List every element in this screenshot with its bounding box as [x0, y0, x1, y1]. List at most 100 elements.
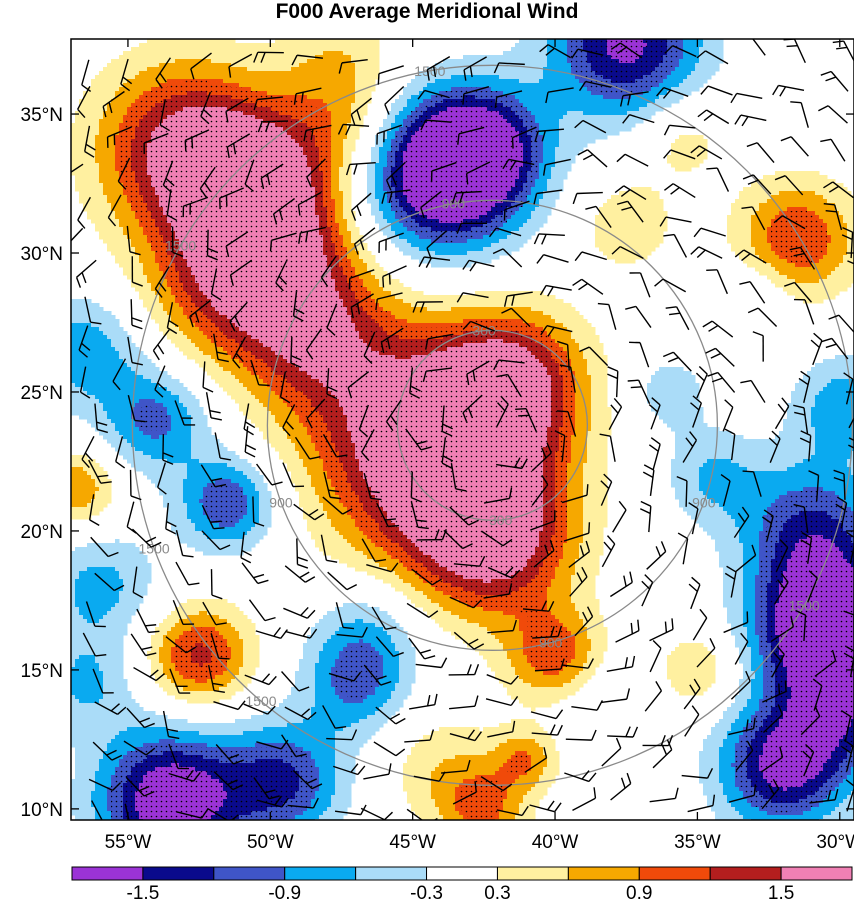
shading-band	[223, 79, 356, 84]
shading-band	[71, 591, 76, 596]
shading-band	[747, 703, 760, 708]
significance-stipple	[643, 75, 664, 80]
significance-stipple	[763, 703, 776, 708]
shading-band	[571, 643, 576, 648]
significance-stipple	[159, 199, 316, 204]
significance-stipple	[343, 651, 376, 656]
significance-stipple	[563, 399, 576, 404]
significance-stipple	[527, 631, 568, 636]
shading-band	[575, 383, 592, 388]
shading-band	[583, 619, 604, 624]
significance-stipple	[607, 47, 644, 52]
shading-band	[175, 683, 228, 688]
shading-band	[383, 139, 392, 144]
significance-stipple	[435, 559, 528, 564]
shading-band	[111, 343, 136, 348]
significance-stipple	[791, 515, 832, 520]
significance-stipple	[767, 595, 780, 600]
significance-stipple	[155, 223, 172, 228]
significance-stipple	[227, 315, 352, 320]
shading-band	[727, 611, 744, 616]
shading-band	[239, 519, 260, 524]
shading-band	[431, 787, 456, 792]
shading-band	[431, 263, 472, 268]
shading-band	[583, 487, 608, 492]
shading-band	[403, 771, 432, 776]
shading-band	[371, 687, 376, 692]
shading-band	[763, 691, 768, 696]
shading-band	[651, 87, 672, 92]
shading-band	[411, 95, 432, 100]
significance-stipple	[123, 183, 140, 188]
shading-band	[575, 411, 592, 416]
shading-band	[171, 647, 176, 652]
shading-band	[123, 579, 152, 584]
shading-band	[319, 499, 340, 504]
shading-band	[259, 519, 272, 524]
significance-stipple	[119, 171, 136, 176]
shading-band	[331, 799, 352, 804]
shading-band	[71, 167, 100, 172]
shading-band	[71, 407, 104, 412]
shading-band	[79, 107, 108, 112]
significance-stipple	[415, 219, 440, 224]
shading-band	[815, 399, 854, 404]
shading-band	[99, 619, 132, 624]
significance-stipple	[759, 575, 772, 580]
shading-band	[311, 435, 316, 440]
significance-stipple	[747, 755, 760, 760]
significance-stipple	[131, 167, 148, 172]
shading-band	[399, 235, 420, 240]
significance-stipple	[747, 759, 760, 764]
significance-stipple	[387, 515, 544, 520]
shading-band	[403, 591, 424, 596]
significance-stipple	[363, 307, 380, 312]
shading-band	[563, 323, 592, 328]
shading-band	[735, 643, 748, 648]
significance-stipple	[759, 567, 772, 572]
shading-band	[303, 463, 324, 468]
shading-band	[103, 111, 128, 116]
shading-band	[603, 95, 632, 100]
significance-stipple	[759, 583, 768, 588]
shading-band	[543, 311, 580, 316]
shading-band	[455, 803, 460, 808]
significance-stipple	[347, 507, 364, 512]
shading-band	[243, 487, 256, 492]
shading-band	[391, 239, 408, 244]
shading-band	[291, 479, 312, 484]
shading-band	[571, 331, 596, 336]
shading-band	[523, 631, 528, 636]
shading-band	[735, 783, 740, 788]
shading-band	[243, 639, 260, 644]
shading-band	[359, 279, 364, 284]
shading-band	[843, 215, 854, 220]
shading-band	[251, 87, 356, 92]
significance-stipple	[387, 511, 544, 516]
significance-stipple	[315, 195, 324, 200]
significance-stipple	[179, 667, 224, 672]
significance-stipple	[771, 783, 804, 788]
shading-band	[443, 591, 448, 596]
shading-band	[71, 723, 288, 728]
significance-stipple	[763, 747, 836, 752]
shading-band	[627, 111, 656, 116]
significance-stipple	[347, 503, 364, 508]
shading-band	[71, 379, 152, 384]
shading-band	[591, 375, 608, 380]
significance-stipple	[531, 555, 548, 560]
wind-field	[71, 39, 854, 820]
shading-band	[551, 171, 568, 176]
shading-band	[91, 79, 128, 84]
shading-band	[403, 299, 564, 304]
shading-band	[79, 415, 108, 420]
shading-band	[331, 119, 352, 124]
significance-stipple	[787, 703, 854, 708]
shading-band	[583, 111, 628, 116]
shading-band	[571, 335, 600, 340]
significance-stipple	[539, 359, 556, 364]
significance-stipple	[143, 223, 156, 228]
shading-band	[203, 351, 228, 356]
significance-stipple	[119, 147, 132, 152]
significance-stipple	[763, 531, 780, 536]
